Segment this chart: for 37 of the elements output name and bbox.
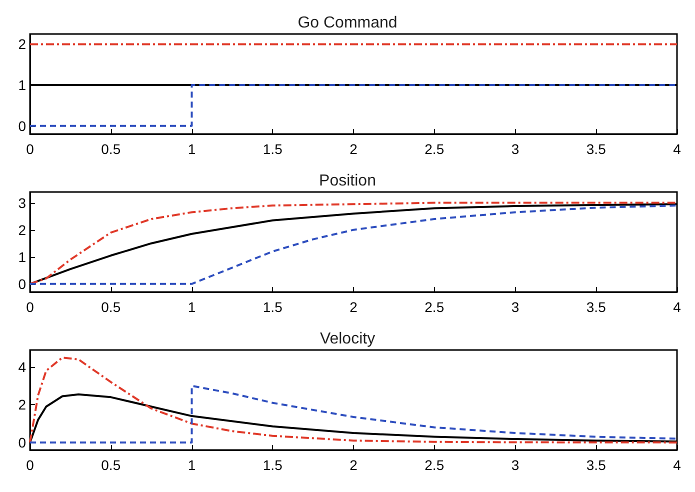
x-tick-label: 2.5 [424,299,444,315]
x-tick-label: 3 [511,141,520,157]
x-tick-label: 3.5 [586,299,606,315]
y-tick-label: 2 [18,222,26,238]
x-tick-label: 1.5 [262,141,283,157]
x-tick-label: 1.5 [262,299,283,315]
x-tick-label: 4 [673,457,682,473]
y-tick-label: 0 [18,118,26,134]
y-tick-label: 1 [18,77,26,94]
x-tick-label: 2 [350,299,358,315]
x-tick-label: 3.5 [586,457,606,473]
x-tick-label: 2.5 [424,141,444,157]
x-tick-label: 2.5 [424,457,444,473]
x-tick-label: 0.5 [101,457,121,473]
x-tick-label: 4 [673,299,682,315]
x-tick-label: 1 [188,299,196,315]
y-tick-label: 0 [18,434,26,450]
y-tick-label: 2 [18,36,26,52]
y-tick-label: 1 [18,248,26,265]
chart-title: Position [319,172,376,190]
x-tick-label: 1 [188,457,196,473]
x-tick-label: 0.5 [101,141,121,157]
x-tick-label: 3.5 [586,141,606,157]
chart-title: Velocity [320,330,376,348]
x-tick-label: 0.5 [101,299,121,315]
x-tick-label: 1 [188,141,196,157]
x-tick-label: 4 [673,141,682,157]
y-tick-label: 2 [18,396,26,413]
y-tick-label: 4 [18,358,26,375]
x-tick-label: 2 [350,457,358,473]
x-tick-label: 1.5 [262,457,283,473]
y-tick-label: 3 [18,194,26,211]
x-tick-label: 3 [511,299,520,315]
x-tick-label: 3 [511,457,520,473]
x-tick-label: 2 [350,141,358,157]
y-tick-label: 0 [18,276,26,292]
chart-title: Go Command [298,14,398,32]
